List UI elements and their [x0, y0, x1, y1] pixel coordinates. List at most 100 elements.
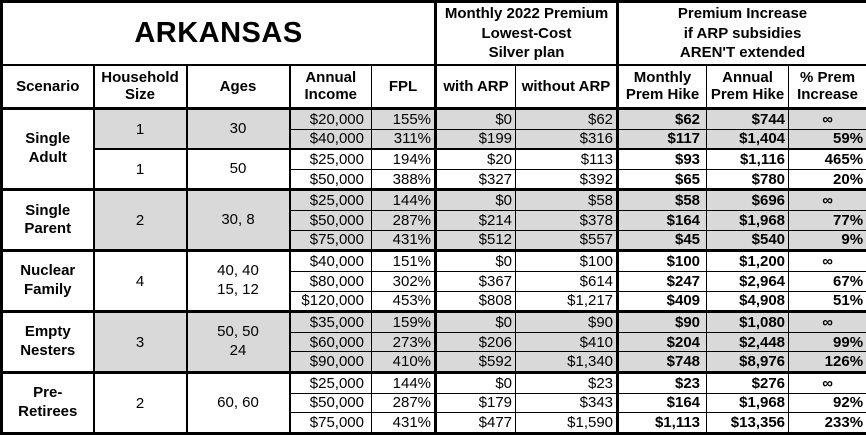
col-header-fpl: FPL: [370, 64, 437, 110]
pct-increase-cell: ∞: [788, 310, 866, 333]
monthly-hike-cell: $100: [616, 249, 708, 272]
annual-income-cell: $25,000: [288, 371, 372, 394]
data-row: $90,000 410% $592 $1,340 $748 $8,976 126…: [2, 351, 866, 373]
without-arp-cell: $62: [515, 108, 619, 130]
without-arp-cell: $343: [515, 392, 619, 414]
group-header-row: ARKANSAS Monthly 2022 Premium Lowest-Cos…: [0, 1, 866, 66]
pct-increase-cell: 9%: [788, 229, 866, 252]
annual-hike-cell: $13,356: [706, 412, 790, 434]
annual-income-cell: $80,000: [288, 270, 372, 292]
data-row: Empty Nesters 3 50, 50 24 $35,000 159% $…: [1, 310, 866, 373]
annual-income-cell: $20,000: [288, 108, 372, 130]
pct-increase-cell: 99%: [788, 331, 866, 353]
with-arp-cell: $367: [434, 270, 517, 292]
data-row: 1 50 $25,000 194% $20 $113 $93 $1,116 46…: [2, 148, 866, 191]
pct-increase-cell: 51%: [788, 290, 866, 313]
monthly-hike-cell: $1,113: [616, 412, 708, 434]
monthly-hike-cell: $45: [616, 229, 708, 252]
with-arp-cell: $179: [434, 392, 517, 414]
ages-cell: 30: [185, 108, 290, 150]
data-row: $40,000 311% $199 $316 $117 $1,404 59%: [2, 128, 866, 150]
with-arp-cell: $199: [434, 128, 517, 150]
annual-hike-cell: $8,976: [706, 351, 790, 373]
col-header-annual-prem-hike: Annual Prem Hike: [706, 64, 790, 110]
with-arp-cell: $477: [434, 412, 517, 434]
ages-cell: 40, 40 15, 12: [185, 249, 290, 313]
data-row: Single Parent 2 30, 8 $25,000 144% $0 $5…: [1, 188, 866, 252]
with-arp-cell: $0: [434, 310, 517, 333]
fpl-cell: 273%: [370, 331, 437, 353]
household-size-cell: 1: [92, 108, 187, 150]
col-header-household-size: Household Size: [92, 64, 187, 110]
scenario-cell: Single Parent: [1, 188, 94, 252]
without-arp-cell: $392: [515, 168, 619, 191]
annual-hike-cell: $744: [706, 108, 790, 130]
increase-group-header: Premium Increase if ARP subsidies AREN'T…: [616, 1, 866, 66]
col-header-scenario: Scenario: [1, 64, 94, 110]
monthly-hike-cell: $204: [616, 331, 708, 353]
scenario-cell: Nuclear Family: [1, 249, 94, 313]
household-size-cell: 2: [92, 371, 187, 434]
annual-income-cell: $35,000: [288, 310, 372, 333]
monthly-hike-cell: $65: [616, 168, 708, 191]
annual-income-cell: $75,000: [288, 412, 372, 434]
without-arp-cell: $113: [515, 148, 619, 170]
annual-hike-cell: $1,968: [706, 392, 790, 414]
pct-increase-cell: ∞: [788, 249, 866, 272]
annual-hike-cell: $780: [706, 168, 790, 191]
ages-cell: 50: [185, 148, 290, 191]
pct-increase-cell: ∞: [788, 188, 866, 212]
data-row: $60,000 273% $206 $410 $204 $2,448 99%: [2, 331, 866, 353]
annual-hike-cell: $696: [706, 188, 790, 212]
fpl-cell: 302%: [370, 270, 437, 292]
household-size-cell: 4: [92, 249, 187, 313]
fpl-cell: 410%: [370, 351, 437, 373]
monthly-hike-cell: $62: [616, 108, 708, 130]
monthly-hike-cell: $90: [616, 310, 708, 333]
annual-hike-cell: $1,200: [706, 249, 790, 272]
col-header-ages: Ages: [185, 64, 290, 110]
fpl-cell: 431%: [370, 412, 437, 434]
annual-income-cell: $75,000: [288, 229, 372, 252]
state-title: ARKANSAS: [0, 1, 437, 66]
pct-increase-cell: 465%: [788, 148, 866, 170]
annual-income-cell: $60,000: [288, 331, 372, 353]
without-arp-cell: $1,340: [515, 351, 619, 373]
without-arp-cell: $557: [515, 229, 619, 252]
with-arp-cell: $0: [434, 108, 517, 130]
monthly-hike-cell: $409: [616, 290, 708, 313]
pct-increase-cell: ∞: [788, 371, 866, 394]
scenario-cell: Empty Nesters: [1, 310, 94, 373]
pct-increase-cell: 126%: [788, 351, 866, 373]
household-size-cell: 3: [92, 310, 187, 373]
pct-increase-cell: 67%: [788, 270, 866, 292]
monthly-hike-cell: $93: [616, 148, 708, 170]
pct-increase-cell: 20%: [788, 168, 866, 191]
data-row: $50,000 287% $214 $378 $164 $1,968 77%: [2, 210, 866, 231]
fpl-cell: 144%: [370, 188, 437, 212]
annual-hike-cell: $540: [706, 229, 790, 252]
with-arp-cell: $0: [434, 188, 517, 212]
annual-hike-cell: $1,968: [706, 210, 790, 231]
fpl-cell: 155%: [370, 108, 437, 130]
annual-income-cell: $40,000: [288, 249, 372, 272]
col-header-pct-prem-increase: % Prem Increase: [788, 64, 866, 110]
pct-increase-cell: ∞: [788, 108, 866, 130]
annual-income-cell: $50,000: [288, 210, 372, 231]
annual-income-cell: $50,000: [288, 392, 372, 414]
col-header-without-arp: without ARP: [515, 64, 619, 110]
monthly-hike-cell: $164: [616, 210, 708, 231]
with-arp-cell: $808: [434, 290, 517, 313]
data-row: Pre- Retirees 2 60, 60 $25,000 144% $0 $…: [1, 371, 866, 434]
fpl-cell: 287%: [370, 392, 437, 414]
ages-cell: 50, 50 24: [185, 310, 290, 373]
data-row: $50,000 287% $179 $343 $164 $1,968 92%: [2, 392, 866, 414]
fpl-cell: 194%: [370, 148, 437, 170]
monthly-hike-cell: $23: [616, 371, 708, 394]
annual-hike-cell: $2,964: [706, 270, 790, 292]
without-arp-cell: $316: [515, 128, 619, 150]
annual-hike-cell: $4,908: [706, 290, 790, 313]
monthly-hike-cell: $164: [616, 392, 708, 414]
household-size-cell: 2: [92, 188, 187, 252]
